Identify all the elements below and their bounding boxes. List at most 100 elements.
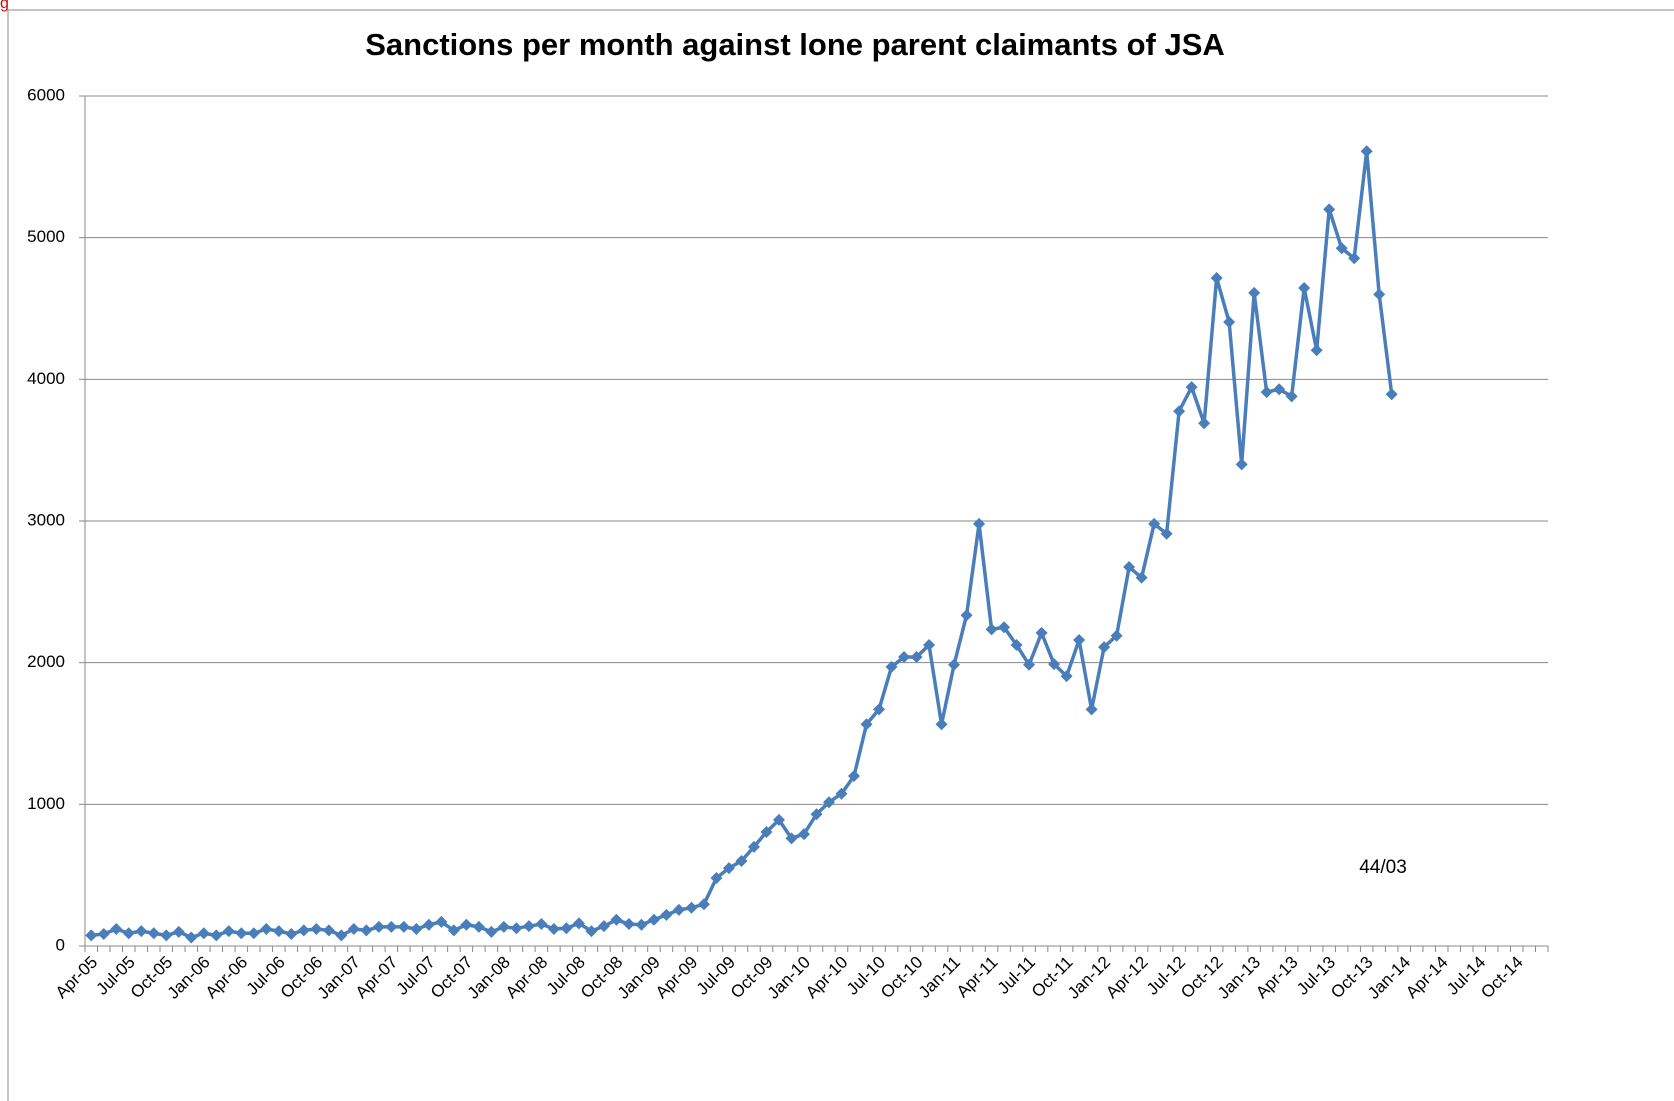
y-tick-label: 3000 — [27, 510, 65, 529]
point-marker — [1035, 626, 1048, 639]
point-marker — [372, 920, 385, 933]
x-tick-label: Jan-12 — [1064, 953, 1114, 1003]
point-marker — [535, 918, 548, 931]
point-marker — [1210, 272, 1223, 285]
point-marker — [747, 840, 760, 853]
x-tick-label: Jan-10 — [764, 953, 814, 1003]
point-marker — [722, 862, 735, 875]
x-tick-label: Apr-10 — [802, 953, 852, 1003]
point-marker — [547, 923, 560, 935]
point-marker — [973, 517, 986, 530]
point-marker — [1260, 386, 1273, 399]
point-marker — [422, 918, 435, 931]
y-tick-label: 0 — [56, 935, 65, 954]
point-marker — [1023, 658, 1036, 671]
point-marker — [572, 917, 585, 930]
x-tick-label: Jan-08 — [464, 953, 514, 1003]
point-marker — [923, 638, 936, 651]
point-marker — [585, 925, 598, 938]
point-marker — [397, 920, 410, 933]
point-marker — [1185, 381, 1198, 394]
point-marker — [647, 913, 660, 926]
point-marker — [435, 915, 448, 928]
point-marker — [172, 925, 185, 938]
point-marker — [1385, 388, 1398, 401]
point-marker — [235, 927, 248, 940]
point-marker — [160, 929, 173, 942]
point-marker — [1310, 344, 1323, 357]
point-marker — [1073, 634, 1086, 646]
point-marker — [985, 623, 998, 636]
point-marker — [460, 918, 473, 931]
point-marker — [472, 920, 485, 933]
x-tick-label: Apr-11 — [953, 953, 1002, 1002]
point-marker — [1235, 458, 1248, 471]
point-marker — [760, 825, 773, 838]
series-line — [91, 149, 1394, 940]
point-marker — [860, 718, 873, 731]
point-marker — [135, 925, 148, 938]
point-marker — [697, 898, 710, 911]
point-marker — [1373, 288, 1386, 301]
annotation: 44/03 — [1359, 857, 1407, 878]
point-marker — [1323, 203, 1336, 216]
point-marker — [410, 923, 423, 935]
point-marker — [1285, 390, 1298, 403]
point-marker — [1160, 527, 1173, 540]
y-tick-label: 2000 — [27, 652, 65, 671]
point-marker — [1085, 703, 1098, 716]
point-marker — [1123, 561, 1136, 574]
point-marker — [185, 931, 198, 944]
y-tick-label: 4000 — [27, 369, 65, 388]
point-marker — [497, 920, 510, 933]
point-marker — [1098, 641, 1111, 654]
point-marker — [335, 929, 348, 942]
point-marker — [910, 651, 923, 663]
point-marker — [147, 927, 160, 940]
point-marker — [948, 658, 961, 671]
point-marker — [935, 718, 948, 731]
x-tick-label: Apr-05 — [52, 953, 102, 1003]
point-marker — [272, 925, 285, 938]
x-tick-label: Jan-13 — [1214, 953, 1264, 1003]
x-tick-label: Jan-14 — [1364, 953, 1414, 1003]
x-tick-label: Apr-12 — [1102, 953, 1152, 1003]
point-marker — [898, 651, 911, 663]
point-marker — [848, 770, 861, 782]
point-marker — [1360, 145, 1373, 158]
point-marker — [1060, 670, 1073, 683]
x-tick-label: Oct-10 — [877, 953, 927, 1003]
point-marker — [1173, 405, 1186, 418]
point-marker — [197, 927, 210, 940]
chart-title: Sanctions per month against lone parent … — [365, 27, 1225, 62]
point-marker — [835, 787, 848, 800]
x-tick-label: Apr-08 — [502, 953, 552, 1003]
point-marker — [998, 621, 1011, 634]
point-marker — [510, 922, 523, 935]
point-marker — [285, 927, 298, 940]
point-marker — [522, 920, 535, 933]
point-marker — [610, 913, 623, 926]
point-marker — [1298, 281, 1311, 294]
point-marker — [322, 924, 335, 937]
y-tick-label: 1000 — [27, 794, 65, 813]
point-marker — [885, 660, 898, 673]
point-marker — [222, 925, 235, 938]
point-marker — [385, 920, 398, 933]
x-tick-label: Apr-06 — [202, 953, 252, 1003]
x-tick-label: Jan-07 — [314, 953, 364, 1003]
point-marker — [1148, 517, 1161, 530]
point-marker — [735, 855, 748, 867]
point-marker — [210, 929, 223, 942]
point-marker — [247, 927, 260, 940]
point-marker — [1335, 242, 1348, 255]
x-tick-label: Jan-11 — [915, 953, 964, 1002]
point-marker — [685, 901, 698, 914]
point-marker — [1010, 638, 1023, 651]
point-marker — [772, 813, 785, 826]
point-marker — [672, 903, 685, 916]
point-marker — [597, 920, 610, 933]
point-marker — [823, 796, 836, 809]
point-marker — [360, 924, 373, 937]
